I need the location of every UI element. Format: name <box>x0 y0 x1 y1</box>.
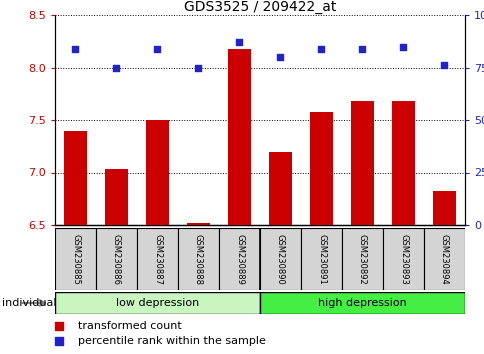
Bar <box>55 292 259 314</box>
Bar <box>341 228 382 290</box>
Text: GSM230889: GSM230889 <box>235 234 243 284</box>
Point <box>439 63 447 68</box>
Text: high depression: high depression <box>318 298 406 308</box>
Bar <box>259 292 464 314</box>
Bar <box>432 192 455 225</box>
Point <box>153 46 161 51</box>
Point <box>317 46 325 51</box>
Bar <box>146 120 168 225</box>
Text: GSM230890: GSM230890 <box>275 234 285 284</box>
Bar <box>382 228 423 290</box>
Bar <box>423 228 464 290</box>
Text: individual: individual <box>2 298 57 308</box>
Bar <box>64 131 87 225</box>
Bar <box>105 169 127 225</box>
Text: GSM230886: GSM230886 <box>112 234 121 285</box>
Text: transformed count: transformed count <box>77 321 181 331</box>
Bar <box>259 228 301 290</box>
Title: GDS3525 / 209422_at: GDS3525 / 209422_at <box>183 0 335 14</box>
Bar <box>310 112 332 225</box>
Point <box>55 338 63 344</box>
Bar <box>55 228 96 290</box>
Text: GSM230893: GSM230893 <box>398 234 407 284</box>
Bar <box>228 48 250 225</box>
Point <box>72 46 79 51</box>
Bar <box>269 152 291 225</box>
Bar <box>301 228 341 290</box>
Bar <box>392 101 414 225</box>
Point <box>276 54 284 60</box>
Bar <box>219 228 259 290</box>
Text: GSM230887: GSM230887 <box>152 234 162 285</box>
Point <box>194 65 202 70</box>
Text: GSM230891: GSM230891 <box>317 234 325 284</box>
Bar <box>350 101 373 225</box>
Point <box>112 65 120 70</box>
Bar <box>96 228 136 290</box>
Text: GSM230888: GSM230888 <box>194 234 203 285</box>
Text: GSM230892: GSM230892 <box>357 234 366 284</box>
Text: GSM230885: GSM230885 <box>71 234 80 284</box>
Point <box>358 46 365 51</box>
Point <box>399 44 407 49</box>
Point <box>55 323 63 329</box>
Bar <box>136 228 178 290</box>
Text: GSM230894: GSM230894 <box>439 234 448 284</box>
Text: low depression: low depression <box>116 298 199 308</box>
Point <box>235 39 243 45</box>
Text: percentile rank within the sample: percentile rank within the sample <box>77 336 265 346</box>
Bar <box>187 223 210 225</box>
Bar <box>178 228 219 290</box>
